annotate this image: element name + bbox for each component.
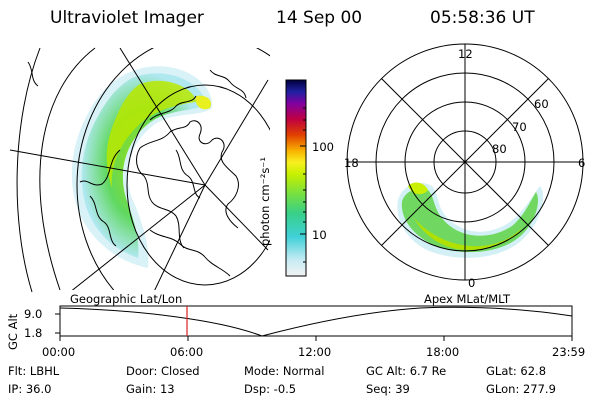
colorbar-tick-label-10: 10 xyxy=(312,228,327,242)
dsp-info: Dsp: -0.5 xyxy=(244,382,297,396)
ip-info: IP: 36.0 xyxy=(8,382,52,396)
colorbar-tick-label-100: 100 xyxy=(312,140,334,154)
filter-info: Flt: LBHL xyxy=(8,364,60,378)
timeline-box xyxy=(59,305,573,337)
mode-info: Mode: Normal xyxy=(244,364,325,378)
timeline-xtick-1200: 12:00 xyxy=(298,345,332,359)
seq-info: Seq: 39 xyxy=(366,382,410,396)
timeline-right-title: Apex MLat/MLT xyxy=(424,292,511,306)
timeline-ytick-high: 9.0 xyxy=(24,307,43,321)
colorbar-unit-label: photon cm⁻²s⁻¹ xyxy=(258,157,272,246)
timeline-ytick-low: 1.8 xyxy=(24,326,43,340)
lat-label-70: 70 xyxy=(512,120,527,134)
colorbar xyxy=(285,79,307,277)
graticule xyxy=(9,48,270,290)
mlt-label-0: 0 xyxy=(468,276,476,290)
timeline-xtick-0000: 00:00 xyxy=(42,345,76,359)
timeline-xtick-2359: 23:59 xyxy=(552,345,586,359)
aurora-patch-geo xyxy=(195,95,212,110)
aurora-core-geo xyxy=(106,80,196,188)
time-label: 05:58:36 UT xyxy=(430,8,535,28)
gain-info: Gain: 13 xyxy=(126,382,175,396)
mlt-label-12: 12 xyxy=(458,47,473,61)
instrument-title: Ultraviolet Imager xyxy=(50,8,204,28)
geographic-image xyxy=(9,48,270,290)
lat-label-80: 80 xyxy=(492,142,507,156)
mlt-label-6: 6 xyxy=(578,156,586,170)
polar-image xyxy=(397,182,544,258)
gc-alt-info: GC Alt: 6.7 Re xyxy=(366,364,447,378)
lat-label-60: 60 xyxy=(534,97,549,111)
glat-info: GLat: 62.8 xyxy=(486,364,547,378)
mlt-label-18: 18 xyxy=(344,156,359,170)
timeline-ticks xyxy=(55,313,573,341)
glon-info: GLon: 277.9 xyxy=(486,382,556,396)
aurora-core-polar xyxy=(414,218,522,250)
timeline-left-title: Geographic Lat/Lon xyxy=(70,292,183,306)
globe-limb-outer xyxy=(16,47,41,293)
timeline-xtick-0600: 06:00 xyxy=(170,345,204,359)
globe-limb xyxy=(39,47,96,291)
aurora-oval-geo xyxy=(81,73,206,258)
altitude-curve xyxy=(59,306,573,337)
polar-grid xyxy=(346,43,584,281)
timeline-axis-label: GC Alt xyxy=(6,313,20,350)
date-label: 14 Sep 00 xyxy=(276,8,363,28)
aurora-patch-polar xyxy=(408,182,428,195)
timeline-xtick-1800: 18:00 xyxy=(426,345,460,359)
door-info: Door: Closed xyxy=(126,364,200,378)
colorbar-minor-ticks xyxy=(303,107,306,263)
